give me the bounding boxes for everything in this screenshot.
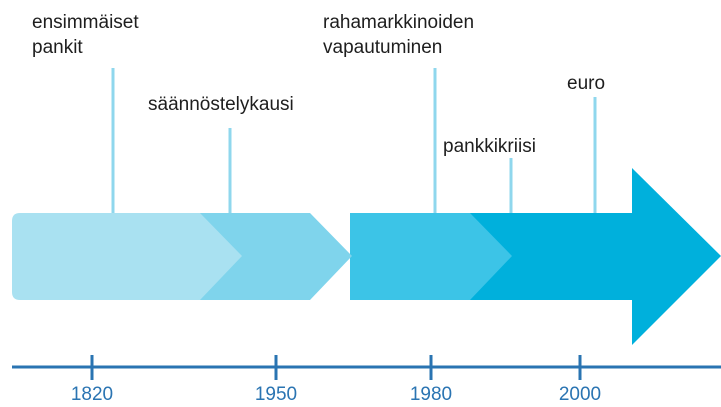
axis-label: 2000 bbox=[559, 384, 601, 405]
event-label: vapautuminen bbox=[323, 37, 442, 58]
event-label: rahamarkkinoiden bbox=[323, 12, 474, 33]
event-label: ensimmäiset bbox=[32, 12, 139, 33]
axis-ticks bbox=[90, 355, 582, 380]
arrow-head bbox=[632, 168, 721, 345]
event-label: säännöstelykausi bbox=[148, 94, 294, 115]
band-segment bbox=[200, 213, 352, 300]
axis-label: 1980 bbox=[410, 384, 452, 405]
band-segment bbox=[350, 213, 512, 300]
event-label: pankit bbox=[32, 37, 83, 58]
axis-label: 1820 bbox=[71, 384, 113, 405]
event-label: euro bbox=[567, 73, 605, 94]
event-lines bbox=[111, 68, 597, 213]
band-segment bbox=[12, 213, 242, 300]
axis-label: 1950 bbox=[255, 384, 297, 405]
event-label: pankkikriisi bbox=[443, 136, 536, 157]
